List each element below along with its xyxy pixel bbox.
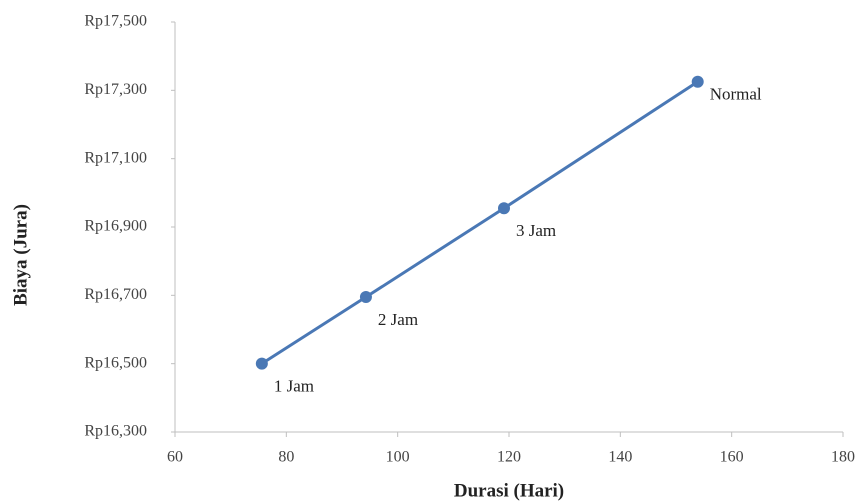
x-tick-label: 60 (167, 449, 183, 466)
x-tick-label: 180 (831, 449, 855, 466)
point-label: 1 Jam (274, 377, 314, 396)
marker (255, 357, 268, 370)
line (261, 80, 699, 365)
marker (359, 291, 372, 304)
x-tick-label: 80 (278, 449, 294, 466)
marker (497, 202, 510, 215)
x-axis-title: Durasi (Hari) (454, 480, 564, 501)
y-tick-label: Rp16,300 (84, 423, 147, 440)
x-tick-label: 160 (720, 449, 744, 466)
x-tick-label: 140 (608, 449, 632, 466)
point-label: Normal (710, 85, 762, 104)
y-tick-label: Rp17,100 (84, 149, 147, 166)
x-tick-label: 120 (497, 449, 521, 466)
y-tick-label: Rp16,700 (84, 286, 147, 303)
point-label: 3 Jam (516, 221, 556, 240)
x-tick-label: 100 (386, 449, 410, 466)
point-label: 2 Jam (378, 310, 418, 329)
y-tick-label: Rp16,500 (84, 354, 147, 371)
y-tick-label: Rp17,300 (84, 81, 147, 98)
marker (691, 75, 704, 88)
y-axis-title: Biaya (Jura) (10, 204, 31, 306)
y-tick-label: Rp16,900 (84, 218, 147, 235)
y-tick-label: Rp17,500 (84, 13, 147, 30)
